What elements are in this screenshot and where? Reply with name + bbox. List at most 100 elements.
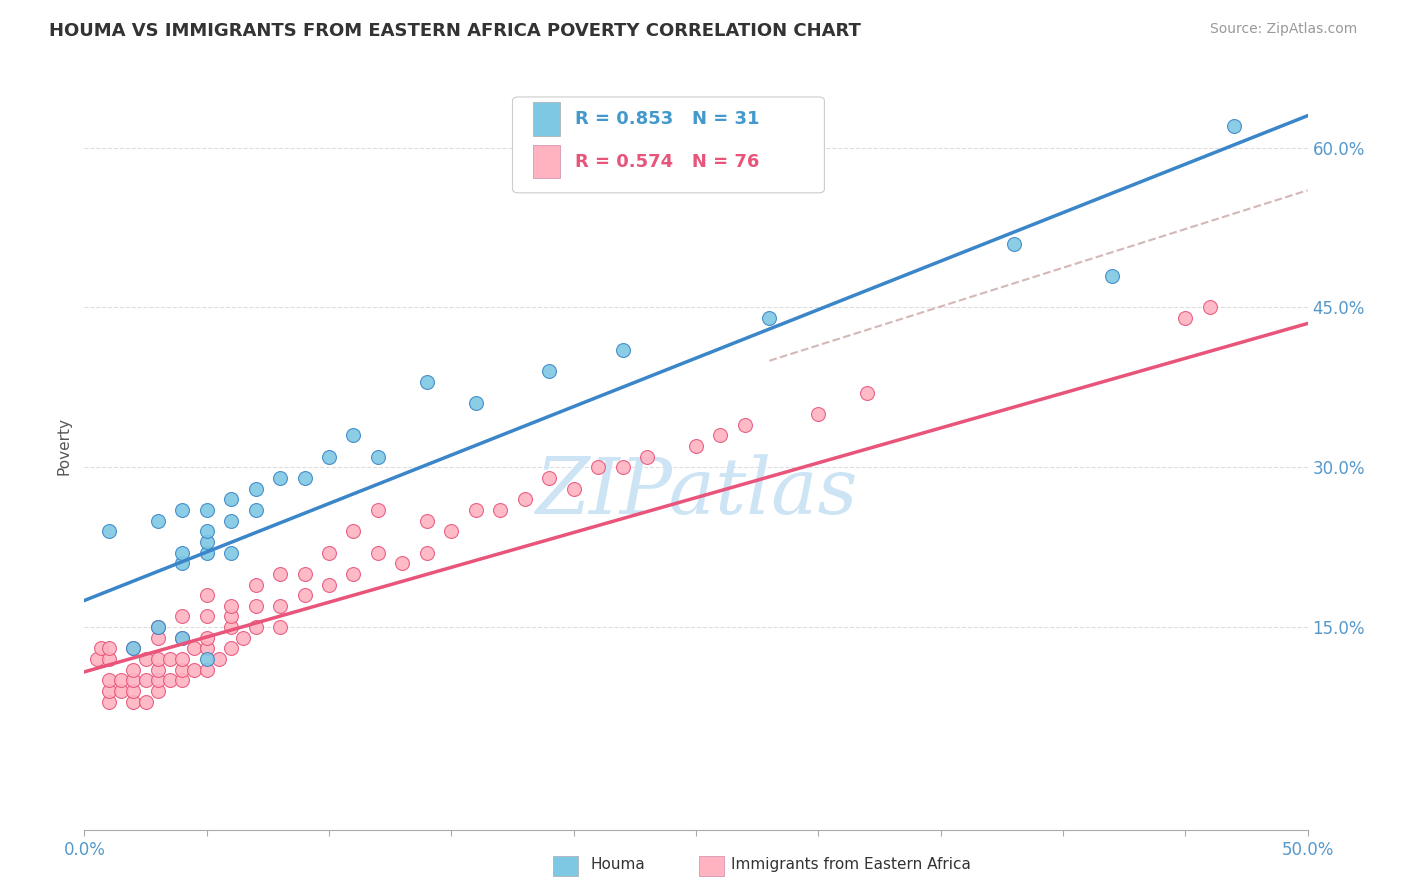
Text: Source: ZipAtlas.com: Source: ZipAtlas.com — [1209, 22, 1357, 37]
Point — [391, 556, 413, 570]
Point — [146, 652, 169, 666]
Point — [195, 503, 218, 517]
Point — [586, 460, 609, 475]
Point — [612, 460, 634, 475]
Point — [97, 684, 120, 698]
Point — [219, 609, 242, 624]
Point — [367, 545, 389, 559]
Point — [172, 556, 194, 570]
Point — [269, 471, 291, 485]
Point — [195, 609, 218, 624]
Point — [110, 684, 132, 698]
Point — [734, 417, 756, 432]
Text: R = 0.853   N = 31: R = 0.853 N = 31 — [575, 111, 759, 128]
Point — [97, 524, 120, 539]
Point — [122, 641, 145, 656]
Point — [172, 503, 194, 517]
Point — [146, 631, 169, 645]
Point — [685, 439, 707, 453]
Point — [208, 652, 231, 666]
Point — [97, 695, 120, 709]
FancyBboxPatch shape — [513, 97, 824, 193]
Point — [219, 641, 242, 656]
Point — [367, 450, 389, 464]
Point — [709, 428, 731, 442]
Text: Immigrants from Eastern Africa: Immigrants from Eastern Africa — [731, 857, 972, 872]
Point — [122, 641, 145, 656]
Point — [172, 631, 194, 645]
Point — [245, 577, 267, 591]
Point — [135, 695, 157, 709]
Point — [110, 673, 132, 688]
Point — [489, 503, 512, 517]
Point — [172, 609, 194, 624]
Point — [1198, 301, 1220, 315]
Point — [342, 524, 364, 539]
Point — [146, 620, 169, 634]
Point — [269, 620, 291, 634]
Point — [86, 652, 108, 666]
Point — [159, 652, 181, 666]
Point — [232, 631, 254, 645]
Point — [195, 588, 218, 602]
Point — [195, 641, 218, 656]
Y-axis label: Poverty: Poverty — [56, 417, 72, 475]
Text: Houma: Houma — [591, 857, 645, 872]
Point — [318, 450, 340, 464]
Point — [183, 641, 205, 656]
Point — [636, 450, 658, 464]
Point — [195, 663, 218, 677]
Point — [245, 482, 267, 496]
Point — [1101, 268, 1123, 283]
Point — [219, 514, 242, 528]
Point — [245, 599, 267, 613]
Point — [122, 663, 145, 677]
Point — [195, 535, 218, 549]
Point — [245, 503, 267, 517]
Point — [195, 524, 218, 539]
Point — [97, 673, 120, 688]
Point — [195, 545, 218, 559]
Point — [562, 482, 585, 496]
Point — [612, 343, 634, 358]
Point — [172, 545, 194, 559]
Bar — [533, 145, 560, 178]
Point — [90, 641, 112, 656]
Point — [183, 663, 205, 677]
Point — [195, 652, 218, 666]
Point — [758, 311, 780, 326]
Point — [122, 695, 145, 709]
Point — [159, 673, 181, 688]
Point — [146, 684, 169, 698]
Point — [172, 652, 194, 666]
Text: ZIPatlas: ZIPatlas — [534, 454, 858, 530]
Point — [294, 588, 316, 602]
Point — [367, 503, 389, 517]
Point — [172, 673, 194, 688]
Point — [318, 545, 340, 559]
Point — [172, 631, 194, 645]
Point — [146, 620, 169, 634]
Point — [342, 428, 364, 442]
Point — [269, 566, 291, 581]
Point — [513, 492, 536, 507]
Point — [269, 599, 291, 613]
Point — [97, 641, 120, 656]
Point — [416, 375, 439, 389]
Point — [318, 577, 340, 591]
Point — [1174, 311, 1197, 326]
Point — [245, 620, 267, 634]
Point — [416, 545, 439, 559]
Point — [146, 673, 169, 688]
Point — [416, 514, 439, 528]
Point — [219, 492, 242, 507]
Point — [97, 652, 120, 666]
Point — [146, 663, 169, 677]
Point — [464, 396, 486, 410]
Point — [807, 407, 830, 421]
Point — [342, 566, 364, 581]
Point — [135, 652, 157, 666]
Point — [219, 620, 242, 634]
Point — [1223, 120, 1246, 134]
Point — [219, 599, 242, 613]
